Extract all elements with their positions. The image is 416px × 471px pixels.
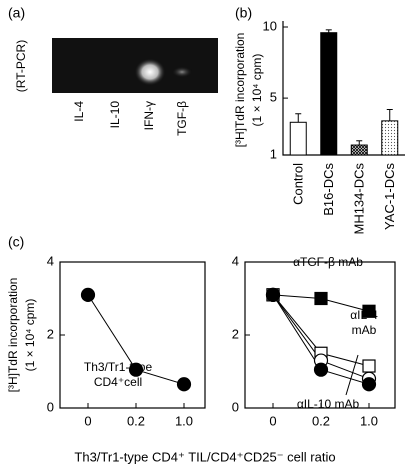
x-tick-label: YAC-1-DCs xyxy=(382,163,397,230)
y-tick-label: 4 xyxy=(232,253,239,268)
panel-label: (a) xyxy=(8,5,25,21)
marker xyxy=(313,362,329,377)
bar xyxy=(320,32,338,156)
x-tick-label: Control xyxy=(291,163,306,205)
marker xyxy=(314,291,328,306)
x-tick-label: 0 xyxy=(84,413,91,428)
y-axis-label: (1 × 10⁴ cpm) xyxy=(23,299,37,372)
marker xyxy=(361,377,377,392)
bar xyxy=(289,121,307,156)
marker xyxy=(265,287,281,302)
y-tick-label: 0 xyxy=(232,399,239,414)
y-tick-label: 10 xyxy=(263,18,277,33)
annotation-pointer xyxy=(345,354,359,396)
panel-label: (c) xyxy=(8,234,24,250)
x-tick-label: 0.2 xyxy=(312,413,330,428)
annotation: αIL-10 mAb xyxy=(297,397,360,411)
marker xyxy=(176,377,192,392)
annotation: Th3/Tr1-type xyxy=(84,360,153,374)
y-tick-label: 5 xyxy=(270,90,277,105)
marker xyxy=(362,359,376,373)
y-axis-label: [³H]TdR incorporation xyxy=(233,33,247,148)
y-tick-label: 0 xyxy=(47,399,54,414)
annotation: CD4⁺cell xyxy=(94,375,142,389)
x-tick-label: 0 xyxy=(269,413,276,428)
bar xyxy=(381,120,399,156)
x-tick-label: B16-DCs xyxy=(321,163,336,216)
x-tick-label: MH134-DCs xyxy=(352,163,367,235)
lane-label: IFN-γ xyxy=(142,101,156,130)
bar xyxy=(350,144,368,156)
gel-band xyxy=(171,66,193,78)
annotation: αIL-4 xyxy=(350,308,378,322)
x-tick-label: 1.0 xyxy=(360,413,378,428)
gel-band xyxy=(134,58,166,86)
gel-image xyxy=(52,38,218,93)
annotation: αTGF-β mAb xyxy=(293,255,363,269)
y-axis-label: [³H]TdR incorporation xyxy=(6,278,20,393)
x-tick-label: 0.2 xyxy=(127,413,145,428)
marker xyxy=(362,304,376,318)
lane-label: IL-10 xyxy=(108,101,122,129)
y-tick-label: 1 xyxy=(270,146,277,161)
y-tick-label: 4 xyxy=(47,253,54,268)
y-tick-label: 2 xyxy=(232,326,239,341)
panel-label: (b) xyxy=(235,5,252,21)
lane-label: IL-4 xyxy=(72,101,86,122)
x-axis-label: Th3/Tr1-type CD4⁺ TIL/CD4⁺CD25⁻ cell rat… xyxy=(74,449,335,464)
marker xyxy=(80,287,96,302)
y-tick-label: 2 xyxy=(47,326,54,341)
y-axis-label: (1 × 10⁴ cpm) xyxy=(250,54,264,127)
lane-label: TGF-β xyxy=(175,101,189,136)
annotation: mAb xyxy=(352,323,377,337)
x-tick-label: 1.0 xyxy=(175,413,193,428)
method-label: (RT-PCR) xyxy=(14,40,28,92)
marker xyxy=(128,362,144,377)
